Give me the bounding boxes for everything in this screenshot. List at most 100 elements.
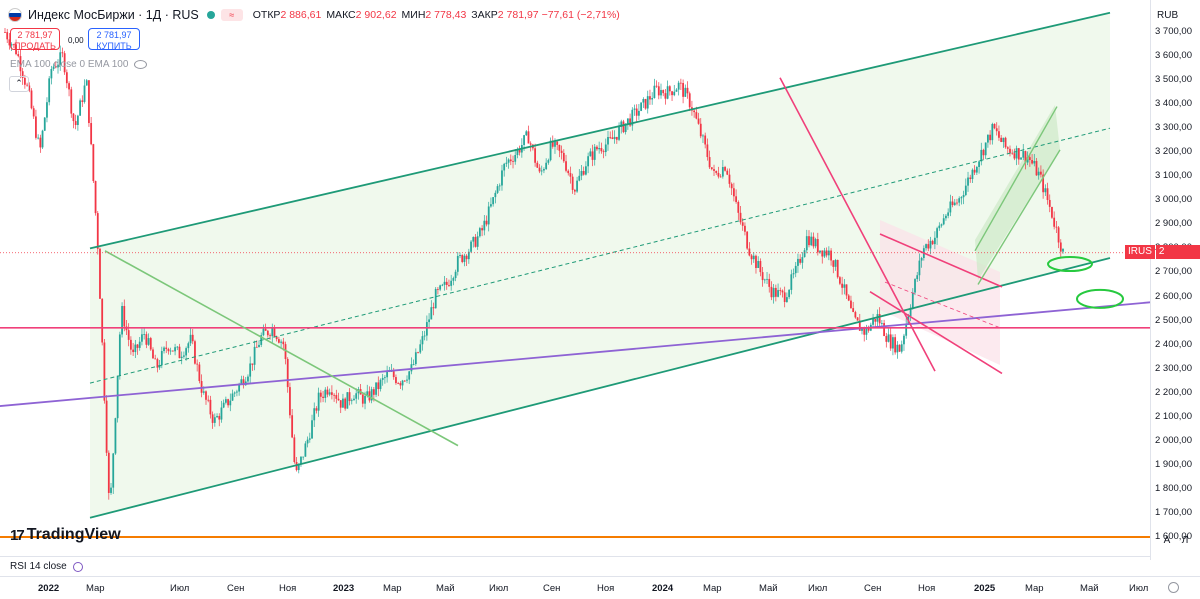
candle-body (79, 100, 81, 116)
candle-body (565, 161, 567, 171)
candle-body (960, 197, 963, 199)
candle-body (395, 377, 397, 384)
candle-body (76, 115, 79, 126)
compare-icon[interactable]: ≈ (220, 9, 243, 21)
candle-body (717, 172, 720, 177)
candle-body (651, 98, 654, 100)
time-tick: Сен (864, 583, 882, 594)
candle-body (816, 239, 819, 253)
symbol-title[interactable]: Индекс МосБиржи · 1Д · RUS (28, 8, 199, 22)
tradingview-logo[interactable]: 17 TradingView (10, 526, 121, 544)
candle-body (326, 389, 329, 395)
candle-body (308, 438, 311, 440)
candle-body (638, 110, 640, 116)
candle-body (1004, 137, 1007, 148)
candle-body (861, 327, 863, 331)
candle-body (1002, 137, 1005, 142)
candle-body (112, 453, 115, 488)
candle-body (4, 32, 6, 33)
open-label: ОТКР (252, 9, 281, 21)
auto-scale-button[interactable]: A (1163, 535, 1171, 546)
candle-body (629, 118, 631, 126)
candle-body (238, 384, 241, 392)
candle-body (57, 64, 59, 68)
candle-body (980, 149, 983, 162)
candle-body (478, 228, 481, 237)
candle-body (748, 248, 751, 256)
candle-body (231, 393, 234, 401)
candle-body (1000, 137, 1003, 142)
candle-body (1037, 171, 1040, 176)
candle-body (607, 136, 609, 145)
rsi-legend[interactable]: RSI 14 close (10, 561, 83, 572)
candle-body (92, 144, 95, 182)
candle-body (364, 395, 366, 404)
candle-body (688, 93, 691, 108)
price-tick: 3 400,00 (1155, 98, 1192, 110)
candle-body (194, 341, 196, 364)
price-tick: 3 100,00 (1155, 170, 1192, 182)
candle-body (730, 183, 733, 189)
ema-legend[interactable]: EMA 100 close 0 EMA 100 (10, 59, 148, 70)
channel-lower-line (89, 257, 1111, 519)
settings-gear-icon[interactable] (1168, 582, 1179, 593)
candle-body (8, 39, 11, 46)
candle-body (99, 248, 101, 299)
candle-body (801, 257, 804, 263)
candle-body (759, 261, 762, 273)
price-tick: 3 000,00 (1155, 194, 1192, 206)
log-scale-button[interactable]: Л (1181, 535, 1189, 546)
candle-body (149, 338, 152, 350)
time-tick: Июл (170, 583, 190, 594)
candle-body (211, 414, 214, 423)
candle-body (514, 155, 517, 162)
candle-body (337, 398, 340, 401)
market-status-icon (206, 11, 215, 19)
candle-body (68, 83, 70, 90)
candle-body (291, 415, 294, 438)
candle-body (348, 392, 351, 402)
candle-body (708, 157, 711, 168)
candle-body (675, 89, 678, 92)
low-label: МИН (401, 9, 426, 21)
eye-hidden-icon[interactable] (134, 60, 148, 69)
candle-body (956, 202, 958, 204)
time-tick: Ноя (597, 583, 615, 594)
rising-channel-lower-line (977, 149, 1061, 285)
candle-body (596, 146, 598, 150)
candle-body (85, 80, 88, 86)
candle-body (229, 400, 232, 406)
candle-body (516, 149, 519, 156)
sell-button[interactable]: 2 781,97 ПРОДАТЬ (10, 28, 60, 51)
candle-body (1048, 199, 1051, 207)
candle-body (23, 77, 26, 85)
candle-body (666, 86, 669, 99)
buy-button[interactable]: 2 781,97 КУПИТЬ (88, 28, 140, 51)
candle-body (430, 307, 433, 320)
candle-body (737, 201, 740, 213)
currency-unit[interactable]: RUB (1157, 10, 1179, 21)
candle-body (377, 382, 380, 390)
candle-body (975, 166, 978, 173)
candle-body (178, 346, 181, 359)
candle-body (452, 278, 455, 281)
price-tick: 1 900,00 (1155, 458, 1192, 470)
candle-body (786, 297, 788, 302)
price-chart[interactable] (0, 0, 1150, 540)
price-tick: 2 600,00 (1155, 290, 1192, 302)
price-tick: 3 600,00 (1155, 50, 1192, 62)
candle-body (183, 355, 185, 357)
candle-body (618, 126, 620, 140)
time-axis[interactable]: 2022 Мар Июл Сен Ноя 2023 Мар Май Июл Сен Ноя 2024 М… (0, 576, 1200, 599)
candle-body (275, 336, 278, 340)
candle-body (322, 396, 324, 398)
candle-body (410, 364, 413, 372)
candle-body (949, 201, 952, 213)
collapse-legend-button[interactable]: ⌃ (9, 76, 29, 92)
price-axis[interactable]: RUB 3 700,00 3 600,00 3 500,00 3 400,00 3 30… (1150, 0, 1200, 560)
candle-body (123, 306, 126, 327)
rsi-pane[interactable]: RSI 14 close (0, 556, 1150, 577)
candle-body (330, 392, 333, 395)
candle-body (88, 80, 90, 124)
candle-body (350, 400, 353, 402)
